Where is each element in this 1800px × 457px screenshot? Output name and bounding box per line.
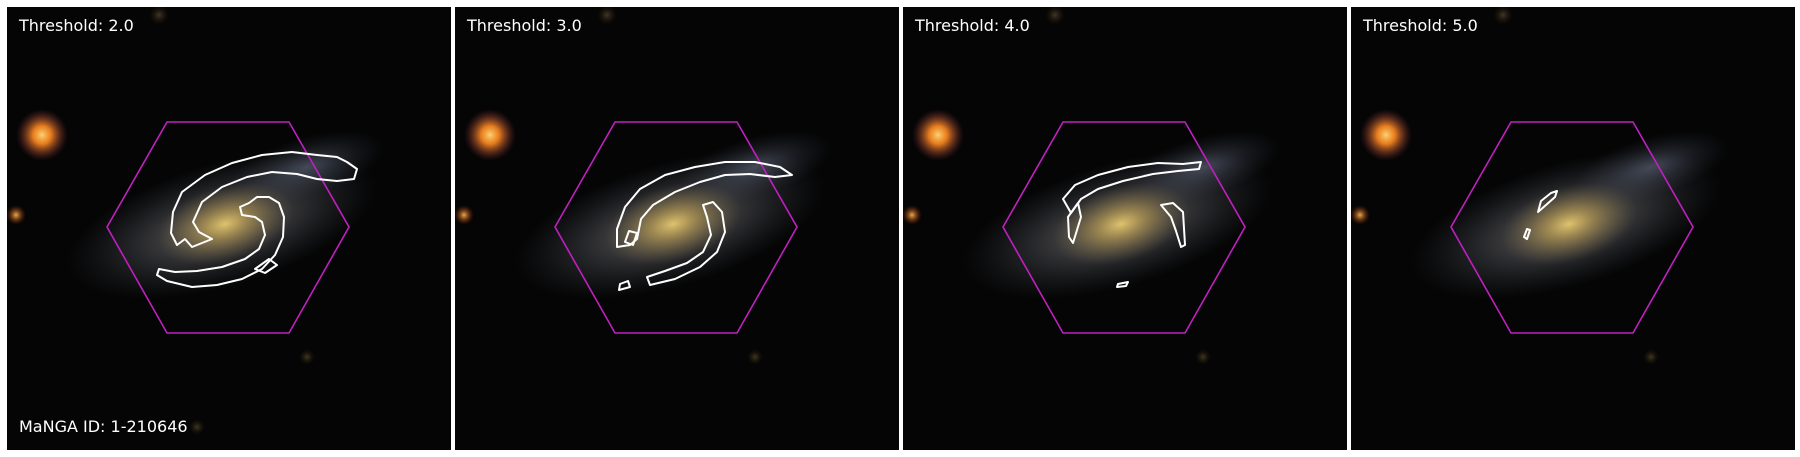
ifu-hexagon xyxy=(1450,121,1694,334)
galaxy-image xyxy=(903,7,1347,450)
galaxy-image xyxy=(1351,7,1795,450)
manga-id-label: MaNGA ID: 1-210646 xyxy=(19,417,188,436)
galaxy-panel-4: Threshold: 5.0 xyxy=(1351,7,1795,450)
contour-lines xyxy=(1062,161,1202,288)
threshold-label: Threshold: 2.0 xyxy=(19,16,134,35)
galaxy-image xyxy=(7,7,451,450)
galaxy-panel-3: Threshold: 4.0 xyxy=(903,7,1347,450)
contour-lines xyxy=(1523,190,1558,240)
ifu-hexagon xyxy=(554,121,798,334)
contour-lines xyxy=(616,161,793,291)
ifu-hexagon xyxy=(1002,121,1246,334)
threshold-label: Threshold: 4.0 xyxy=(915,16,1030,35)
galaxy-image xyxy=(455,7,899,450)
galaxy-panel-2: Threshold: 3.0 xyxy=(455,7,899,450)
galaxy-panel-1: Threshold: 2.0 MaNGA ID: 1-210646 xyxy=(7,7,451,450)
contour-lines xyxy=(156,151,358,288)
threshold-label: Threshold: 5.0 xyxy=(1363,16,1478,35)
threshold-label: Threshold: 3.0 xyxy=(467,16,582,35)
ifu-hexagon xyxy=(106,121,350,334)
